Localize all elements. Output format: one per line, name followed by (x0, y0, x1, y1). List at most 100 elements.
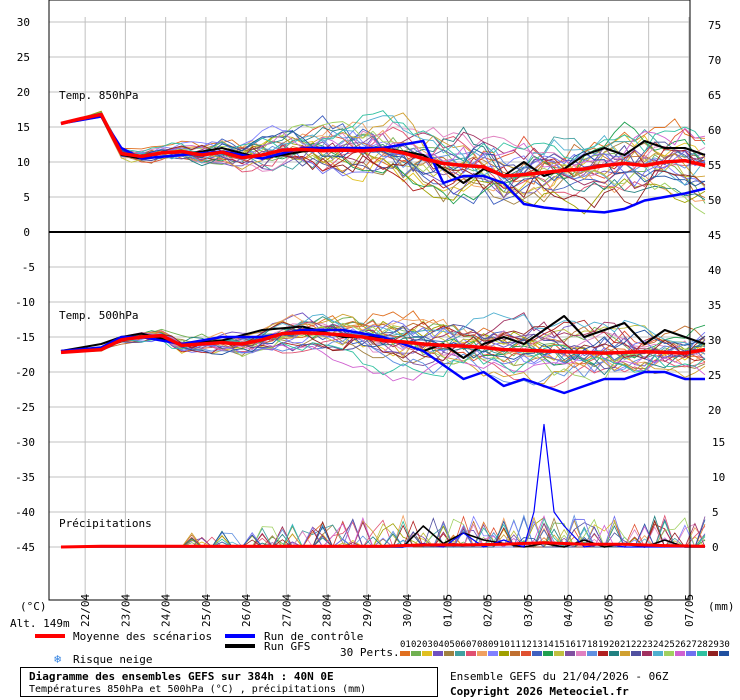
pert-number: 03 (422, 640, 433, 650)
y-right-precip-tick: 10 (712, 471, 725, 484)
pert-number: 10 (499, 640, 510, 650)
x-date-tick: 27/04 (280, 594, 293, 627)
legend: Moyenne des scénarios Run de contrôle Ru… (35, 630, 730, 665)
y-left-tick: -30 (15, 436, 35, 449)
pert-swatch (576, 651, 586, 656)
y-left-tick: 15 (17, 121, 30, 134)
y-right-precip-tick: 5 (712, 506, 719, 519)
y-right-tick: 65 (708, 89, 721, 102)
pert-number: 13 (532, 640, 543, 650)
pert-number: 17 (576, 640, 587, 650)
y-left-tick: -25 (15, 401, 35, 414)
panel-label-850: Temp. 850hPa (59, 89, 138, 102)
pert-number: 08 (477, 640, 488, 650)
pert-500-line (60, 324, 706, 370)
control-850-line (60, 115, 706, 214)
mean-500-line (60, 331, 706, 355)
x-date-tick: 28/04 (321, 594, 334, 627)
pert-swatch (598, 651, 608, 656)
x-date-tick: 29/04 (361, 594, 374, 627)
x-date-tick: 30/04 (401, 594, 414, 627)
legend-perts-label: 30 Perts. (340, 646, 400, 659)
y-left-tick: -45 (15, 541, 35, 554)
pert-number: 12 (521, 640, 532, 650)
x-date-tick: 02/05 (482, 594, 495, 627)
pert-swatch (466, 651, 476, 656)
pert-swatch (631, 651, 641, 656)
perturbation-legend: 01 02 03 04 05 06 07 08 09 10 11 12 13 14 15 16 17 18 19 20… (400, 640, 730, 656)
footer-box: Diagramme des ensembles GEFS sur 384h : … (20, 667, 438, 697)
pert-swatch (642, 651, 652, 656)
y-left-tick: -10 (15, 296, 35, 309)
pert-number: 02 (411, 640, 422, 650)
pert-swatch (686, 651, 696, 656)
legend-snow-label: Risque neige (73, 653, 152, 665)
pert-swatch (455, 651, 465, 656)
legend-gfs-label: Run GFS (264, 640, 310, 653)
y-right-tick: 45 (708, 229, 721, 242)
tick-labels: 302520151050-5-10-15-20-25-30-35-40-4575… (15, 16, 725, 627)
y-right-tick: 50 (708, 194, 721, 207)
pert-number: 19 (598, 640, 609, 650)
copyright-label: Copyright 2026 Meteociel.fr (450, 685, 629, 698)
pert-number: 18 (587, 640, 598, 650)
pert-swatch (609, 651, 619, 656)
y-right-tick: 25 (708, 369, 721, 382)
pert-swatch (400, 651, 410, 656)
x-date-tick: 24/04 (160, 594, 173, 627)
pert-swatch (477, 651, 487, 656)
pert-swatch (554, 651, 564, 656)
y-right-tick: 30 (708, 334, 721, 347)
pert-swatch (510, 651, 520, 656)
y-left-tick: -15 (15, 331, 35, 344)
pert-850-line (60, 111, 706, 185)
pert-number: 14 (543, 640, 554, 650)
y-right-tick: 75 (708, 19, 721, 32)
legend-control-label: Run de contrôle (264, 630, 363, 643)
y-right-tick: 20 (708, 404, 721, 417)
pert-swatch (444, 651, 454, 656)
y-left-tick: 20 (17, 86, 30, 99)
pert-number: 22 (631, 640, 642, 650)
mean-precip-line (60, 541, 706, 549)
pert-500-line (60, 321, 706, 362)
pert-swatch (664, 651, 674, 656)
y-left-tick: -20 (15, 366, 35, 379)
chart-grid (49, 17, 690, 600)
x-date-tick: 07/05 (683, 594, 696, 627)
y-left-tick: 10 (17, 156, 30, 169)
y-right-precip-tick: 0 (712, 541, 719, 554)
pert-500-line (60, 330, 706, 388)
y-right-tick: 35 (708, 299, 721, 312)
main-series-lines (60, 112, 706, 549)
pert-swatch (653, 651, 663, 656)
panel-label-500: Temp. 500hPa (59, 309, 138, 322)
pert-number: 24 (653, 640, 664, 650)
pert-swatch (565, 651, 575, 656)
mean-850-line (60, 112, 706, 178)
pert-500-line (60, 336, 706, 378)
pert-500-line (60, 313, 706, 385)
pert-number: 04 (433, 640, 444, 650)
x-date-tick: 04/05 (562, 594, 575, 627)
x-date-tick: 06/05 (643, 594, 656, 627)
pert-swatch (697, 651, 707, 656)
pert-swatch (411, 651, 421, 656)
pert-number: 06 (455, 640, 466, 650)
panel-label-precip: Précipitations (59, 517, 152, 530)
y-left-tick: 25 (17, 51, 30, 64)
y-right-tick: 60 (708, 124, 721, 137)
pert-swatch (719, 651, 729, 656)
left-unit-label: (°C) (20, 600, 47, 613)
pert-swatch (708, 651, 718, 656)
x-date-tick: 05/05 (602, 594, 615, 627)
y-left-tick: 30 (17, 16, 30, 29)
pert-swatch (499, 651, 509, 656)
pert-number: 21 (620, 640, 631, 650)
x-date-tick: 23/04 (119, 594, 132, 627)
pert-number: 05 (444, 640, 455, 650)
y-left-tick: -5 (22, 261, 35, 274)
footer-subtitle: Températures 850hPa et 500hPa (°C) , pré… (29, 684, 367, 695)
pert-number: 28 (697, 640, 708, 650)
ensemble-run-label: Ensemble GEFS du 21/04/2026 - 06Z (450, 670, 669, 683)
